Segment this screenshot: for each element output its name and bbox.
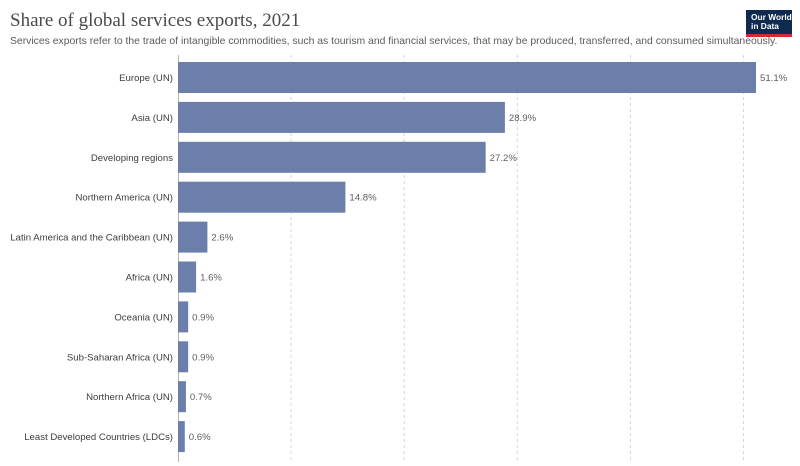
bar[interactable]	[178, 341, 189, 373]
logo-accent-bar	[746, 34, 792, 37]
category-label: Africa (UN)	[126, 273, 173, 284]
logo-line-2: in Data	[751, 21, 779, 31]
bar[interactable]	[178, 141, 486, 173]
bar[interactable]	[178, 381, 186, 413]
chart-title: Share of global services exports, 2021	[10, 10, 301, 31]
category-label: Northern America (UN)	[75, 193, 173, 204]
bar[interactable]	[178, 261, 197, 293]
owid-logo[interactable]: Our World in Data	[746, 10, 792, 37]
value-label: 2.6%	[211, 233, 233, 244]
bar[interactable]	[178, 101, 505, 133]
bar[interactable]	[178, 181, 346, 213]
category-label: Oceania (UN)	[114, 312, 173, 323]
value-label: 14.8%	[349, 193, 377, 204]
category-label: Europe (UN)	[119, 73, 173, 84]
value-label: 0.6%	[189, 432, 211, 443]
value-label: 0.9%	[192, 312, 214, 323]
category-label: Asia (UN)	[131, 113, 173, 124]
bar[interactable]	[178, 301, 189, 333]
category-label: Sub-Saharan Africa (UN)	[67, 352, 173, 363]
value-label: 27.2%	[490, 153, 518, 164]
bar[interactable]	[178, 221, 208, 253]
logo-line-1: Our World	[751, 12, 792, 22]
category-label: Latin America and the Caribbean (UN)	[10, 233, 173, 244]
bar[interactable]	[178, 421, 185, 453]
value-label: 0.7%	[190, 392, 212, 403]
category-label: Developing regions	[91, 153, 173, 164]
value-label: 51.1%	[760, 73, 788, 84]
value-label: 28.9%	[509, 113, 537, 124]
value-label: 0.9%	[192, 352, 214, 363]
chart-subtitle: Services exports refer to the trade of i…	[10, 36, 778, 47]
value-label: 1.6%	[200, 273, 222, 284]
category-label: Least Developed Countries (LDCs)	[24, 432, 173, 443]
bar[interactable]	[178, 62, 756, 93]
category-label: Northern Africa (UN)	[86, 392, 173, 403]
